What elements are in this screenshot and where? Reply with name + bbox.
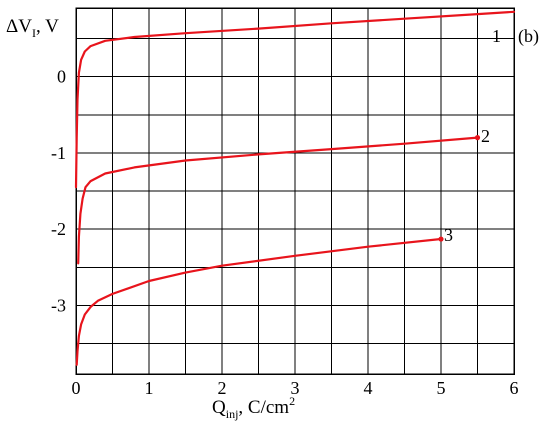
x-tick-label: 0 (72, 378, 81, 398)
series-label-1: 1 (492, 26, 501, 46)
x-tick-label: 1 (145, 378, 154, 398)
x-tick-label: 4 (364, 378, 373, 398)
series-line-3 (75, 237, 443, 366)
series-label-2: 2 (481, 126, 490, 146)
series-end-point-3 (438, 236, 444, 242)
grid (75, 8, 515, 374)
series-label-3: 3 (444, 225, 453, 245)
y-tick-label: -3 (51, 295, 66, 315)
y-tick-label: -1 (51, 143, 66, 163)
series-line-1 (74, 10, 516, 189)
x-tick-label: 5 (437, 378, 446, 398)
y-tick-label: -2 (51, 219, 66, 239)
panel-label: (b) (518, 26, 539, 47)
series-line-2 (77, 136, 479, 265)
y-tick-label: 0 (57, 67, 66, 87)
y-axis-title: ΔVI, V (6, 16, 59, 40)
series-group (74, 10, 516, 366)
plot-frame (75, 7, 515, 375)
x-tick-label: 6 (510, 378, 519, 398)
labels-group: 0 1 2 3 4 5 6 0 -1 -2 -3 1 2 3 (b) ΔVI, V Qinj, C/cm2 (6, 16, 539, 421)
x-axis-title: Qinj, C/cm2 (212, 394, 295, 421)
x-tick-label: 3 (291, 378, 300, 398)
x-tick-label: 2 (218, 378, 227, 398)
series-end-point-2 (474, 135, 481, 141)
